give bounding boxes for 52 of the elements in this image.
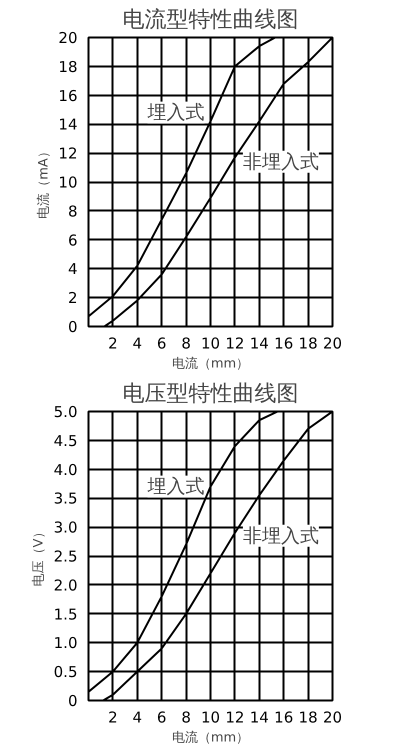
y-tick-label: 0.5 xyxy=(54,663,78,682)
chart-title: 电压型特性曲线图 xyxy=(122,382,298,406)
x-tick-label: 18 xyxy=(298,708,318,726)
y-tick-label: 3.0 xyxy=(54,518,78,537)
y-tick-label: 8 xyxy=(68,202,78,220)
x-tick-label: 12 xyxy=(225,334,244,352)
series-label: 埋入式 xyxy=(146,476,204,498)
y-tick-label: 2.5 xyxy=(54,548,78,566)
x-tick-label: 6 xyxy=(156,334,166,352)
x-tick-label: 8 xyxy=(181,334,191,352)
y-tick-label: 1.5 xyxy=(54,605,78,624)
x-tick-label: 6 xyxy=(156,708,166,726)
y-tick-label: 2.0 xyxy=(54,576,78,594)
y-tick-label: 20 xyxy=(58,29,78,47)
y-tick-label: 0 xyxy=(68,318,78,336)
y-tick-label: 4.5 xyxy=(54,432,78,450)
x-tick-label: 16 xyxy=(274,708,294,726)
x-axis-title: 电流（mm） xyxy=(172,356,250,372)
x-tick-label: 2 xyxy=(108,708,118,726)
x-tick-label: 8 xyxy=(181,708,191,726)
y-tick-label: 2 xyxy=(68,289,78,308)
x-tick-label: 4 xyxy=(132,334,142,352)
y-tick-label: 16 xyxy=(58,86,78,105)
y-tick-label: 4 xyxy=(68,260,78,278)
series-label: 非埋入式 xyxy=(242,524,319,547)
y-axis-title: 电流（mA） xyxy=(35,145,52,219)
x-tick-label: 20 xyxy=(322,708,342,726)
x-tick-label: 4 xyxy=(132,708,142,726)
x-tick-label: 14 xyxy=(250,708,269,726)
y-tick-label: 12 xyxy=(58,144,78,163)
x-axis-title: 电流（mm） xyxy=(172,730,250,746)
y-tick-label: 1.0 xyxy=(54,634,78,652)
y-tick-label: 18 xyxy=(58,58,78,76)
y-tick-label: 10 xyxy=(58,174,78,192)
y-tick-label: 6 xyxy=(68,231,78,250)
y-axis-title: 电压（V） xyxy=(32,526,47,586)
y-tick-label: 14 xyxy=(58,116,78,134)
y-tick-label: 3.5 xyxy=(54,490,78,508)
series-label: 埋入式 xyxy=(146,102,204,124)
x-tick-label: 12 xyxy=(225,708,244,726)
y-tick-label: 5.0 xyxy=(54,403,78,421)
series-label: 非埋入式 xyxy=(242,150,319,173)
x-tick-label: 20 xyxy=(322,334,342,352)
chart-title: 电流型特性曲线图 xyxy=(122,8,298,32)
x-tick-label: 16 xyxy=(274,334,294,352)
x-tick-label: 10 xyxy=(200,334,220,352)
x-tick-label: 18 xyxy=(298,334,318,352)
y-tick-label: 0 xyxy=(68,692,78,710)
x-tick-label: 10 xyxy=(200,708,220,726)
x-tick-label: 2 xyxy=(108,334,118,352)
y-tick-label: 4.0 xyxy=(54,460,78,479)
x-tick-label: 14 xyxy=(250,334,269,352)
